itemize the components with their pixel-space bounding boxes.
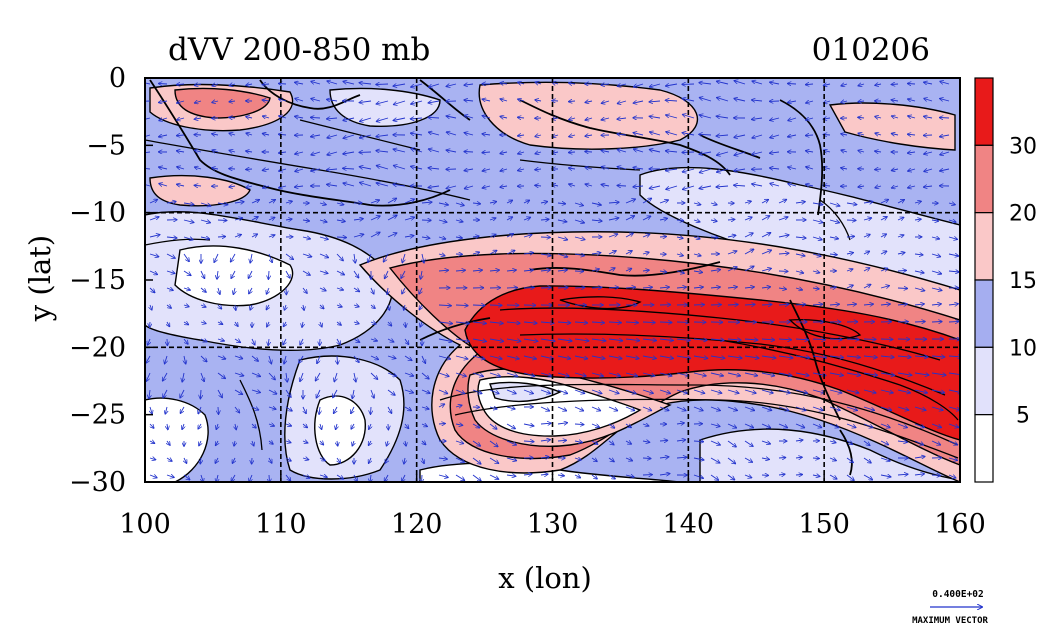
wind-vector (541, 288, 551, 289)
wind-vector (262, 84, 269, 85)
wind-vector (371, 407, 372, 414)
wind-vector (585, 152, 592, 153)
x-axis: 100 110 120 130 140 150 160 (119, 474, 986, 540)
wind-vector (660, 440, 668, 441)
wind-vector (949, 321, 959, 322)
wind-vector (268, 271, 269, 279)
wind-vector (660, 322, 672, 323)
wind-vector (617, 186, 626, 187)
colorbar-segment (975, 145, 993, 212)
wind-vector (218, 220, 227, 221)
y-axis: 0 −5 −10 −15 −20 −25 −30 (69, 63, 153, 498)
colorbar-label: 15 (1009, 269, 1037, 294)
colorbar-label: 10 (1009, 336, 1037, 361)
y-tick-label: −20 (69, 332, 126, 363)
wind-vector (575, 287, 585, 288)
wind-vector (847, 339, 859, 340)
x-axis-label: x (lon) (498, 561, 592, 595)
wind-vector (762, 304, 772, 305)
y-tick-label: −15 (69, 265, 126, 296)
wind-vector (898, 270, 906, 271)
wind-vector (898, 288, 907, 289)
wind-vector (875, 169, 881, 170)
y-tick-label: −10 (69, 198, 126, 229)
wind-vector (940, 118, 949, 119)
wind-vector (908, 84, 915, 85)
wind-vector (337, 356, 338, 364)
wind-vector (779, 458, 786, 459)
wind-vector (569, 101, 575, 102)
wind-vector (660, 237, 666, 238)
wind-vector (311, 117, 320, 118)
wind-vector (337, 237, 346, 238)
colorbar-segment (975, 78, 993, 145)
map-area (141, 78, 963, 482)
wind-vector (200, 390, 201, 399)
colorbar-segment (975, 347, 993, 414)
chart-title: dVV 200-850 mb (168, 32, 430, 68)
wind-vector (932, 322, 942, 323)
y-tick-label: 0 (109, 63, 126, 94)
wind-vector (279, 84, 286, 85)
wind-vector (891, 84, 898, 85)
colorbar-segment (975, 213, 993, 280)
wind-vector (806, 135, 813, 136)
wind-vector (456, 305, 468, 306)
colorbar-segment (975, 415, 993, 482)
wind-vector (376, 84, 388, 85)
wind-vector (728, 305, 738, 306)
x-tick-label: 150 (798, 509, 850, 540)
wind-vector (728, 219, 735, 220)
wind-vector (159, 84, 167, 85)
x-tick-label: 110 (255, 509, 307, 540)
max-vector-legend: 0.400E+02 MAXIMUM VECTOR (912, 589, 988, 626)
y-tick-label: −25 (69, 400, 126, 431)
x-tick-label: 130 (527, 509, 579, 540)
wind-vector (439, 424, 445, 425)
y-tick-label: −5 (86, 130, 126, 161)
wind-vector (558, 287, 568, 288)
wind-vector (847, 236, 854, 237)
y-axis-label: y (lat) (23, 235, 57, 322)
max-vector-caption: MAXIMUM VECTOR (912, 616, 988, 626)
colorbar-label: 20 (1009, 202, 1037, 227)
wind-vector (830, 339, 842, 340)
date-code: 010206 (812, 32, 930, 68)
wind-vector (915, 322, 925, 323)
wind-vector (473, 305, 485, 306)
wind-vector (218, 407, 219, 414)
wind-vector (218, 237, 225, 238)
x-tick-label: 160 (934, 509, 986, 540)
colorbar-label: 30 (1009, 134, 1037, 159)
wind-vector (813, 458, 819, 459)
x-tick-label: 120 (391, 509, 443, 540)
wind-vector (643, 322, 655, 323)
y-tick-label: −30 (69, 467, 126, 498)
wind-vector (932, 475, 940, 476)
colorbar-segment (975, 280, 993, 347)
wind-vector (464, 152, 473, 153)
wind-vector (524, 288, 534, 289)
wind-vector (246, 169, 252, 170)
wind-vector (575, 424, 584, 425)
wind-vector (788, 84, 796, 85)
wind-vector (643, 458, 651, 459)
wind-vector (569, 152, 575, 153)
colorbar: 30 20 15 10 5 (975, 78, 1037, 482)
colorbar-label: 5 (1016, 404, 1030, 429)
max-vector-value: 0.400E+02 (932, 589, 983, 600)
wind-vector (745, 304, 755, 305)
wind-vector (796, 475, 802, 476)
x-tick-label: 140 (663, 509, 715, 540)
x-tick-label: 100 (119, 509, 171, 540)
